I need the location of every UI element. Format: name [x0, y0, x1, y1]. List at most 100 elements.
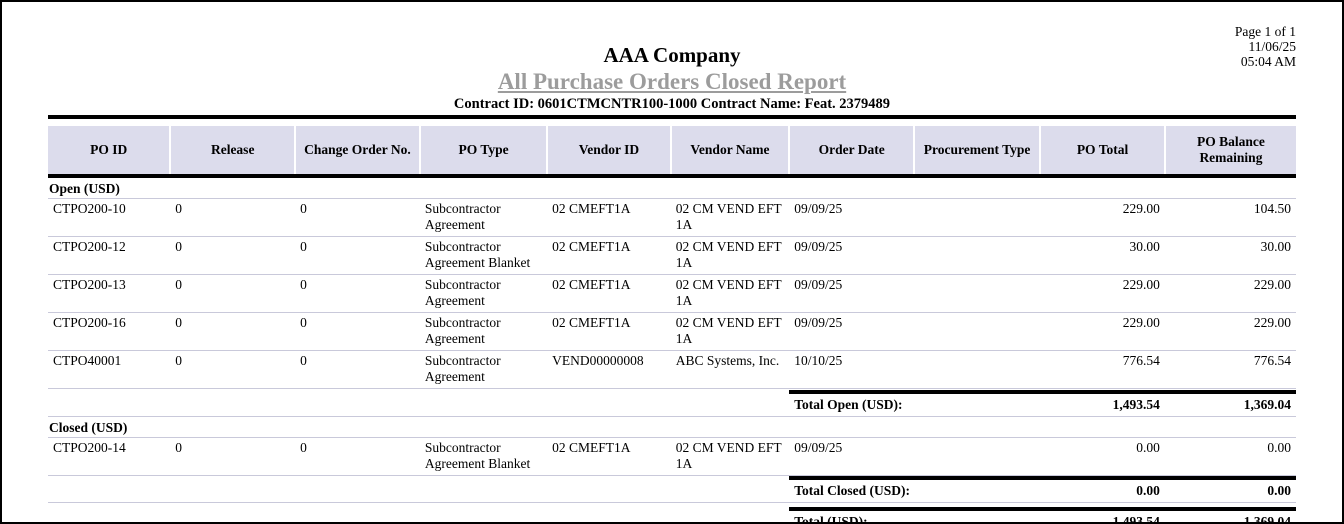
- header-divider-rule: [48, 115, 1296, 119]
- cell-change-order-no: 0: [295, 350, 420, 389]
- table-header-row: PO ID Release Change Order No. PO Type V…: [48, 126, 1296, 178]
- report-date: 11/06/25: [1248, 39, 1296, 54]
- cell-order-date: 09/09/25: [789, 437, 915, 476]
- company-name: AAA Company: [603, 43, 741, 67]
- cell-change-order-no: 0: [295, 274, 420, 313]
- col-header-po-type: PO Type: [418, 126, 548, 178]
- cell-po-type: Subcontractor Agreement Blanket: [419, 236, 548, 275]
- table-row: CTPO200-12 0 0 Subcontractor Agreement B…: [48, 236, 1296, 275]
- total-closed-label: Total Closed (USD):: [789, 476, 1041, 503]
- cell-po-total: 229.00: [1040, 312, 1165, 351]
- grand-total-row: Total (USD): 1,493.54 1,369.04: [48, 506, 1296, 522]
- col-header-release: Release: [169, 126, 296, 178]
- cell-vendor-id: 02 CMEFT1A: [547, 312, 671, 351]
- cell-po-type: Subcontractor Agreement: [419, 350, 548, 389]
- cell-procurement-type: [914, 437, 1041, 476]
- cell-po-id: CTPO200-16: [48, 312, 171, 351]
- table-row: CTPO40001 0 0 Subcontractor Agreement VE…: [48, 350, 1296, 389]
- total-closed-po-total: 0.00: [1040, 476, 1165, 503]
- cell-vendor-name: 02 CM VEND EFT 1A: [670, 236, 790, 275]
- total-open-po-total: 1,493.54: [1040, 389, 1165, 417]
- cell-po-id: CTPO40001: [48, 350, 171, 389]
- cell-po-balance: 0.00: [1164, 437, 1296, 476]
- cell-po-total: 776.54: [1040, 350, 1165, 389]
- col-header-po-balance-remaining: PO Balance Remaining: [1163, 126, 1296, 178]
- report-header: AAA Company All Purchase Orders Closed R…: [48, 42, 1296, 113]
- cell-po-balance: 30.00: [1164, 236, 1296, 275]
- cell-order-date: 10/10/25: [789, 350, 915, 389]
- col-header-procurement-type: Procurement Type: [913, 126, 1041, 178]
- cell-procurement-type: [914, 350, 1041, 389]
- cell-procurement-type: [914, 198, 1041, 237]
- cell-vendor-name: 02 CM VEND EFT 1A: [670, 198, 790, 237]
- cell-po-total: 30.00: [1040, 236, 1165, 275]
- cell-po-total: 229.00: [1040, 198, 1165, 237]
- total-open-label: Total Open (USD):: [789, 389, 1041, 417]
- cell-release: 0: [170, 236, 296, 275]
- cell-po-total: 229.00: [1040, 274, 1165, 313]
- section-header-open: Open (USD): [48, 176, 1296, 199]
- cell-vendor-id: VEND00000008: [547, 350, 671, 389]
- cell-change-order-no: 0: [295, 312, 420, 351]
- cell-po-type: Subcontractor Agreement: [419, 274, 548, 313]
- col-header-vendor-id: Vendor ID: [546, 126, 671, 178]
- col-header-vendor-name: Vendor Name: [669, 126, 790, 178]
- cell-release: 0: [170, 198, 296, 237]
- table-row: CTPO200-10 0 0 Subcontractor Agreement 0…: [48, 198, 1296, 237]
- cell-change-order-no: 0: [295, 198, 420, 237]
- cell-procurement-type: [914, 236, 1041, 275]
- cell-po-id: CTPO200-13: [48, 274, 171, 313]
- cell-order-date: 09/09/25: [789, 198, 915, 237]
- total-open-po-balance: 1,369.04: [1164, 389, 1296, 417]
- cell-vendor-name: 02 CM VEND EFT 1A: [670, 312, 790, 351]
- table-row: CTPO200-14 0 0 Subcontractor Agreement B…: [48, 437, 1296, 476]
- cell-vendor-id: 02 CMEFT1A: [547, 274, 671, 313]
- cell-release: 0: [170, 312, 296, 351]
- grand-total-label: Total (USD):: [789, 506, 1041, 522]
- cell-vendor-id: 02 CMEFT1A: [547, 198, 671, 237]
- cell-po-balance: 776.54: [1164, 350, 1296, 389]
- page-info: Page 1 of 1 11/06/25 05:04 AM: [1235, 24, 1296, 69]
- cell-release: 0: [170, 437, 296, 476]
- section-label: Closed (USD): [48, 416, 1296, 438]
- cell-po-balance: 229.00: [1164, 312, 1296, 351]
- cell-order-date: 09/09/25: [789, 274, 915, 313]
- cell-release: 0: [170, 350, 296, 389]
- cell-order-date: 09/09/25: [789, 236, 915, 275]
- cell-vendor-id: 02 CMEFT1A: [547, 437, 671, 476]
- total-closed-row: Total Closed (USD): 0.00 0.00: [48, 476, 1296, 503]
- table-row: CTPO200-16 0 0 Subcontractor Agreement 0…: [48, 312, 1296, 351]
- col-header-order-date: Order Date: [788, 126, 915, 178]
- col-header-change-order-no: Change Order No.: [294, 126, 420, 178]
- cell-change-order-no: 0: [295, 236, 420, 275]
- cell-po-type: Subcontractor Agreement: [419, 312, 548, 351]
- page-number: Page 1 of 1: [1234, 24, 1296, 39]
- report-time: 05:04 AM: [1240, 54, 1296, 69]
- cell-vendor-id: 02 CMEFT1A: [547, 236, 671, 275]
- report-title: All Purchase Orders Closed Report: [497, 69, 847, 94]
- section-header-closed: Closed (USD): [48, 416, 1296, 438]
- grand-total-po-balance: 1,369.04: [1164, 506, 1296, 522]
- cell-procurement-type: [914, 312, 1041, 351]
- section-label: Open (USD): [48, 176, 1296, 199]
- total-closed-po-balance: 0.00: [1164, 476, 1296, 503]
- report-content: AAA Company All Purchase Orders Closed R…: [48, 2, 1296, 522]
- purchase-orders-table: PO ID Release Change Order No. PO Type V…: [48, 126, 1296, 522]
- cell-vendor-name: ABC Systems, Inc.: [670, 350, 790, 389]
- col-header-po-total: PO Total: [1039, 126, 1165, 178]
- cell-po-id: CTPO200-14: [48, 437, 171, 476]
- contract-line: Contract ID: 0601CTMCNTR100-1000 Contrac…: [453, 96, 891, 112]
- cell-po-type: Subcontractor Agreement Blanket: [419, 437, 548, 476]
- cell-po-balance: 229.00: [1164, 274, 1296, 313]
- cell-order-date: 09/09/25: [789, 312, 915, 351]
- cell-po-balance: 104.50: [1164, 198, 1296, 237]
- cell-po-total: 0.00: [1040, 437, 1165, 476]
- cell-vendor-name: 02 CM VEND EFT 1A: [670, 274, 790, 313]
- cell-release: 0: [170, 274, 296, 313]
- table-row: CTPO200-13 0 0 Subcontractor Agreement 0…: [48, 274, 1296, 313]
- cell-change-order-no: 0: [295, 437, 420, 476]
- cell-po-id: CTPO200-10: [48, 198, 171, 237]
- col-header-po-id: PO ID: [48, 126, 171, 178]
- grand-total-po-total: 1,493.54: [1040, 506, 1165, 522]
